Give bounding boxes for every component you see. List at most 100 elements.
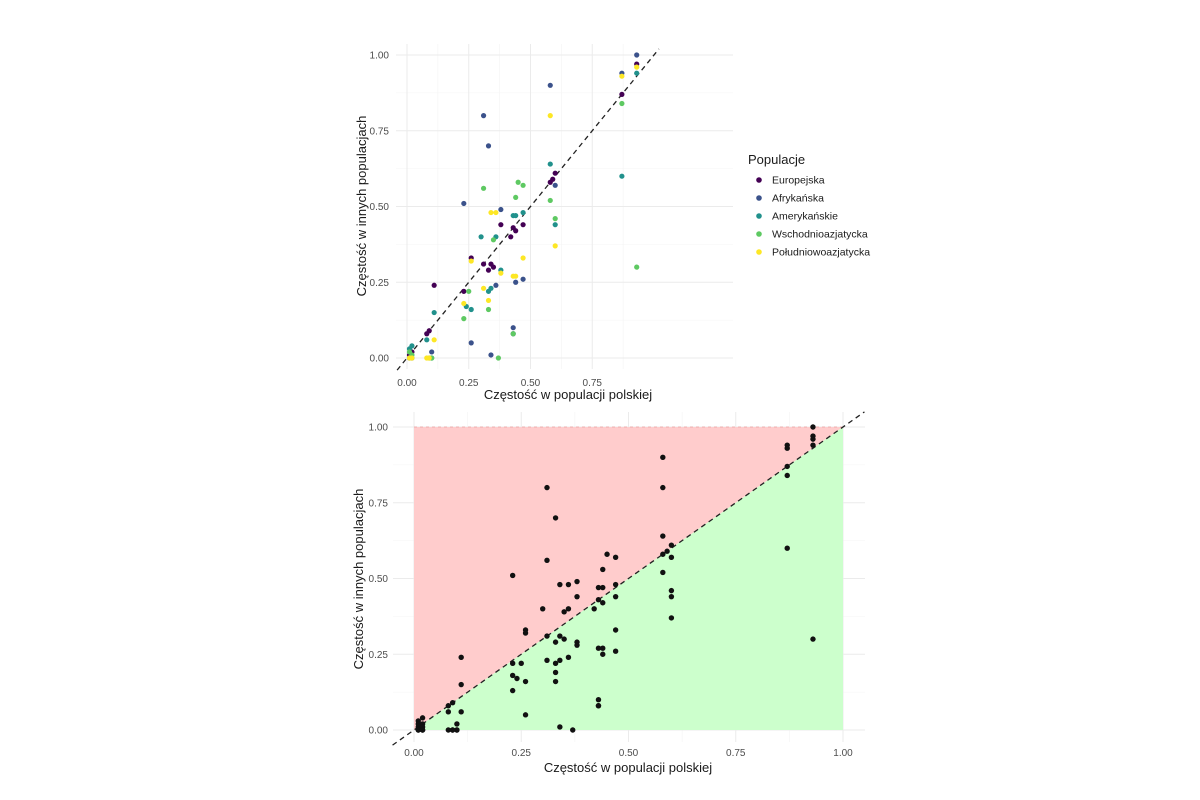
top-data-point xyxy=(426,328,432,334)
bottom-data-point xyxy=(600,600,606,606)
top-y-axis-title: Częstość w innych populacjach xyxy=(354,116,369,297)
bottom-data-point xyxy=(544,633,550,639)
bottom-data-point xyxy=(458,709,464,715)
bottom-data-point xyxy=(660,533,666,539)
bottom-y-tick-label: 1.00 xyxy=(369,423,389,434)
top-data-point xyxy=(493,209,499,216)
bottom-data-point xyxy=(557,724,563,730)
top-y-tick-labels: 0.00 0.25 0.50 0.75 1.00 xyxy=(370,51,390,365)
legend-key xyxy=(756,195,762,201)
bottom-data-point xyxy=(561,609,567,615)
bottom-data-point xyxy=(668,542,675,548)
bottom-data-point xyxy=(552,669,559,676)
bottom-data-point xyxy=(458,654,464,660)
bottom-data-point xyxy=(784,472,790,479)
bottom-data-point xyxy=(612,554,619,560)
top-data-point xyxy=(619,91,625,97)
bottom-x-tick-labels: 0.00 0.25 0.50 0.75 1.00 xyxy=(404,748,853,759)
bottom-data-point xyxy=(522,630,529,636)
bottom-data-point xyxy=(544,557,550,564)
bottom-data-point xyxy=(445,703,452,709)
bottom-data-point xyxy=(419,727,426,733)
bottom-data-point xyxy=(574,578,580,585)
top-data-point xyxy=(619,73,625,79)
legend-key xyxy=(756,213,762,219)
top-data-point xyxy=(520,209,526,216)
top-data-point xyxy=(520,255,526,261)
top-x-tick-label: 0.50 xyxy=(521,378,541,389)
top-data-point xyxy=(515,179,521,185)
bottom-data-point xyxy=(419,715,426,721)
top-data-point xyxy=(552,216,558,222)
top-data-point xyxy=(547,113,553,119)
bottom-data-point xyxy=(660,551,666,557)
legend-label: Wschodnioazjatycka xyxy=(772,229,868,241)
legend: Populacje Europejska Afrykańska Amerykańsk… xyxy=(748,152,870,259)
bottom-data-point xyxy=(574,642,580,648)
bottom-data-point xyxy=(604,551,610,557)
top-data-point xyxy=(488,209,494,216)
top-data-point xyxy=(513,273,519,279)
top-data-point xyxy=(478,234,484,240)
top-data-point xyxy=(468,306,474,313)
bottom-data-point xyxy=(557,657,563,664)
top-data-point xyxy=(461,316,467,322)
bottom-data-point xyxy=(612,581,619,588)
bottom-data-point xyxy=(552,660,559,667)
top-y-tick-label: 0.25 xyxy=(370,278,390,289)
bottom-data-point xyxy=(595,645,602,651)
top-data-point xyxy=(461,200,467,207)
bottom-data-point xyxy=(664,548,670,554)
bottom-data-point xyxy=(668,593,675,600)
top-data-point xyxy=(634,70,640,76)
bottom-scatter-panel: 0.00 0.25 0.50 0.75 1.00 0.00 0.25 0.50 0.75 1.0… xyxy=(351,411,865,775)
bottom-data-point xyxy=(509,572,516,579)
legend-label: Amerykańskie xyxy=(772,211,838,223)
bottom-x-axis-title: Częstość w populacji polskiej xyxy=(544,760,712,775)
top-data-point xyxy=(510,331,516,337)
top-data-point xyxy=(468,258,474,264)
top-points xyxy=(406,52,640,361)
legend-title: Populacje xyxy=(748,152,805,167)
bottom-data-point xyxy=(540,606,546,612)
top-data-point xyxy=(634,52,640,58)
top-data-point xyxy=(490,264,497,270)
bottom-y-tick-label: 0.50 xyxy=(369,574,389,585)
bottom-y-tick-label: 0.00 xyxy=(369,726,389,737)
bottom-data-point xyxy=(574,593,580,600)
top-data-point xyxy=(480,185,487,191)
bottom-data-point xyxy=(557,633,563,639)
top-data-point xyxy=(461,288,467,294)
top-data-point xyxy=(547,82,553,88)
top-data-point xyxy=(409,355,415,361)
bottom-x-tick-label: 1.00 xyxy=(833,748,853,759)
top-data-point xyxy=(426,355,432,361)
bottom-data-point xyxy=(449,727,456,733)
bottom-x-tick-label: 0.00 xyxy=(404,748,424,759)
top-x-tick-labels: 0.00 0.25 0.50 0.75 xyxy=(397,378,602,389)
bottom-data-point xyxy=(544,657,550,664)
bottom-data-point xyxy=(660,454,666,460)
top-x-tick-label: 0.25 xyxy=(459,378,479,389)
bottom-data-point xyxy=(600,584,606,591)
top-data-point xyxy=(480,113,487,119)
bottom-data-point xyxy=(552,678,559,685)
top-data-point xyxy=(520,276,526,282)
top-data-point xyxy=(480,285,487,291)
bottom-x-tick-label: 0.50 xyxy=(619,748,639,759)
bottom-data-point xyxy=(810,636,816,642)
top-data-point xyxy=(547,161,553,167)
bottom-data-point xyxy=(595,584,602,591)
top-data-point xyxy=(431,337,437,343)
top-x-tick-label: 0.00 xyxy=(397,378,417,389)
top-data-point xyxy=(513,212,519,219)
bottom-x-tick-label: 0.75 xyxy=(726,748,746,759)
bottom-data-point xyxy=(445,709,452,715)
bottom-data-point xyxy=(557,581,563,588)
top-data-point xyxy=(431,309,437,316)
bottom-data-point xyxy=(600,651,606,657)
top-data-point xyxy=(520,222,526,228)
top-data-point xyxy=(409,343,415,349)
bottom-data-point xyxy=(509,687,516,694)
